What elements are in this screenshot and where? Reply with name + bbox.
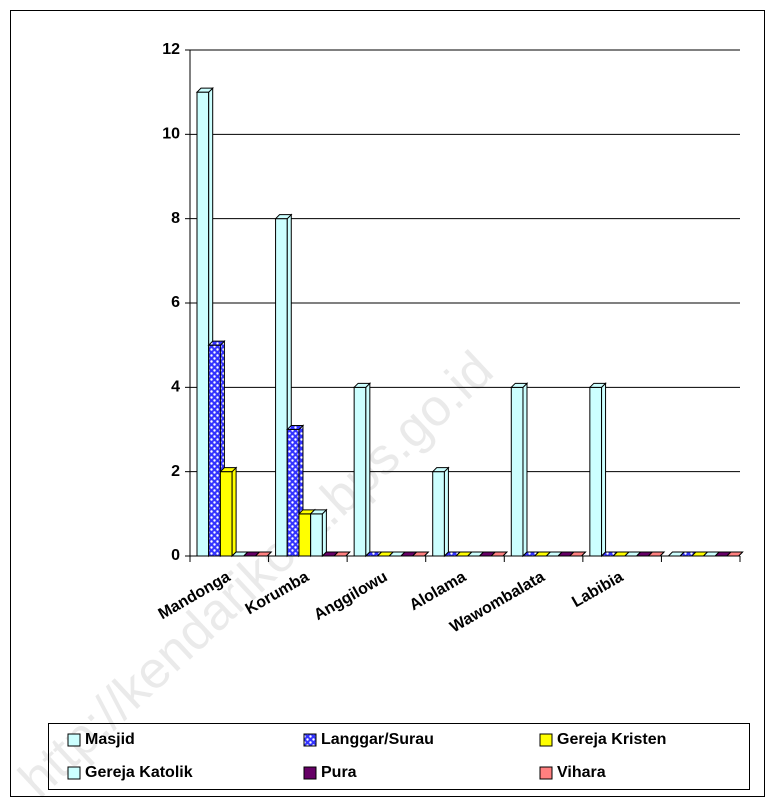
- bar-side: [365, 382, 371, 558]
- bar-top: [568, 551, 587, 557]
- bar-top: [207, 340, 226, 346]
- legend-label: Langgar/Surau: [321, 731, 434, 748]
- bar-top: [254, 551, 273, 557]
- legend-swatch: [67, 766, 81, 780]
- bar-top: [510, 382, 529, 388]
- legend-swatch: [539, 733, 553, 747]
- bar-top: [431, 467, 450, 473]
- bar-top: [588, 382, 607, 388]
- legend-swatch: [539, 766, 553, 780]
- bar-side: [522, 382, 528, 558]
- bar-side: [443, 466, 449, 558]
- bar: [208, 344, 221, 557]
- bar: [353, 386, 367, 557]
- y-tick-label: 10: [162, 126, 180, 143]
- chart-border: [10, 10, 765, 797]
- bar-top: [309, 509, 328, 515]
- y-tick-label: 0: [171, 547, 180, 564]
- bar-top: [490, 551, 509, 557]
- y-tick-label: 12: [162, 41, 180, 58]
- legend-label: Vihara: [557, 764, 606, 781]
- bar-side: [231, 466, 237, 558]
- legend-swatch: [67, 733, 81, 747]
- legend-swatch: [303, 733, 317, 747]
- bar-top: [195, 87, 214, 93]
- bar: [510, 386, 524, 557]
- bar: [432, 471, 445, 557]
- bar-top: [411, 551, 430, 557]
- bar-top: [219, 467, 238, 473]
- legend-label: Gereja Katolik: [85, 764, 193, 781]
- y-tick-label: 2: [171, 463, 180, 480]
- bar-top: [352, 382, 372, 388]
- bar-top: [286, 425, 305, 430]
- y-tick-label: 4: [171, 379, 180, 396]
- bar: [298, 513, 312, 557]
- legend-label: Masjid: [85, 731, 135, 748]
- bar-top: [332, 551, 351, 557]
- legend-label: Pura: [321, 764, 357, 781]
- bar-top: [725, 551, 744, 557]
- bar: [310, 513, 323, 557]
- legend-swatch: [303, 766, 317, 780]
- bar-side: [321, 508, 327, 558]
- bar-side: [601, 382, 607, 558]
- bar: [275, 218, 288, 557]
- bar: [196, 91, 210, 557]
- bar-top: [274, 214, 293, 220]
- y-tick-label: 6: [171, 294, 180, 311]
- bar-top: [647, 551, 666, 557]
- legend-label: Gereja Kristen: [557, 731, 666, 748]
- bar: [219, 471, 233, 557]
- bar: [589, 386, 603, 557]
- legend-box: [48, 723, 750, 790]
- y-tick-label: 8: [171, 210, 180, 227]
- bar: [286, 429, 300, 557]
